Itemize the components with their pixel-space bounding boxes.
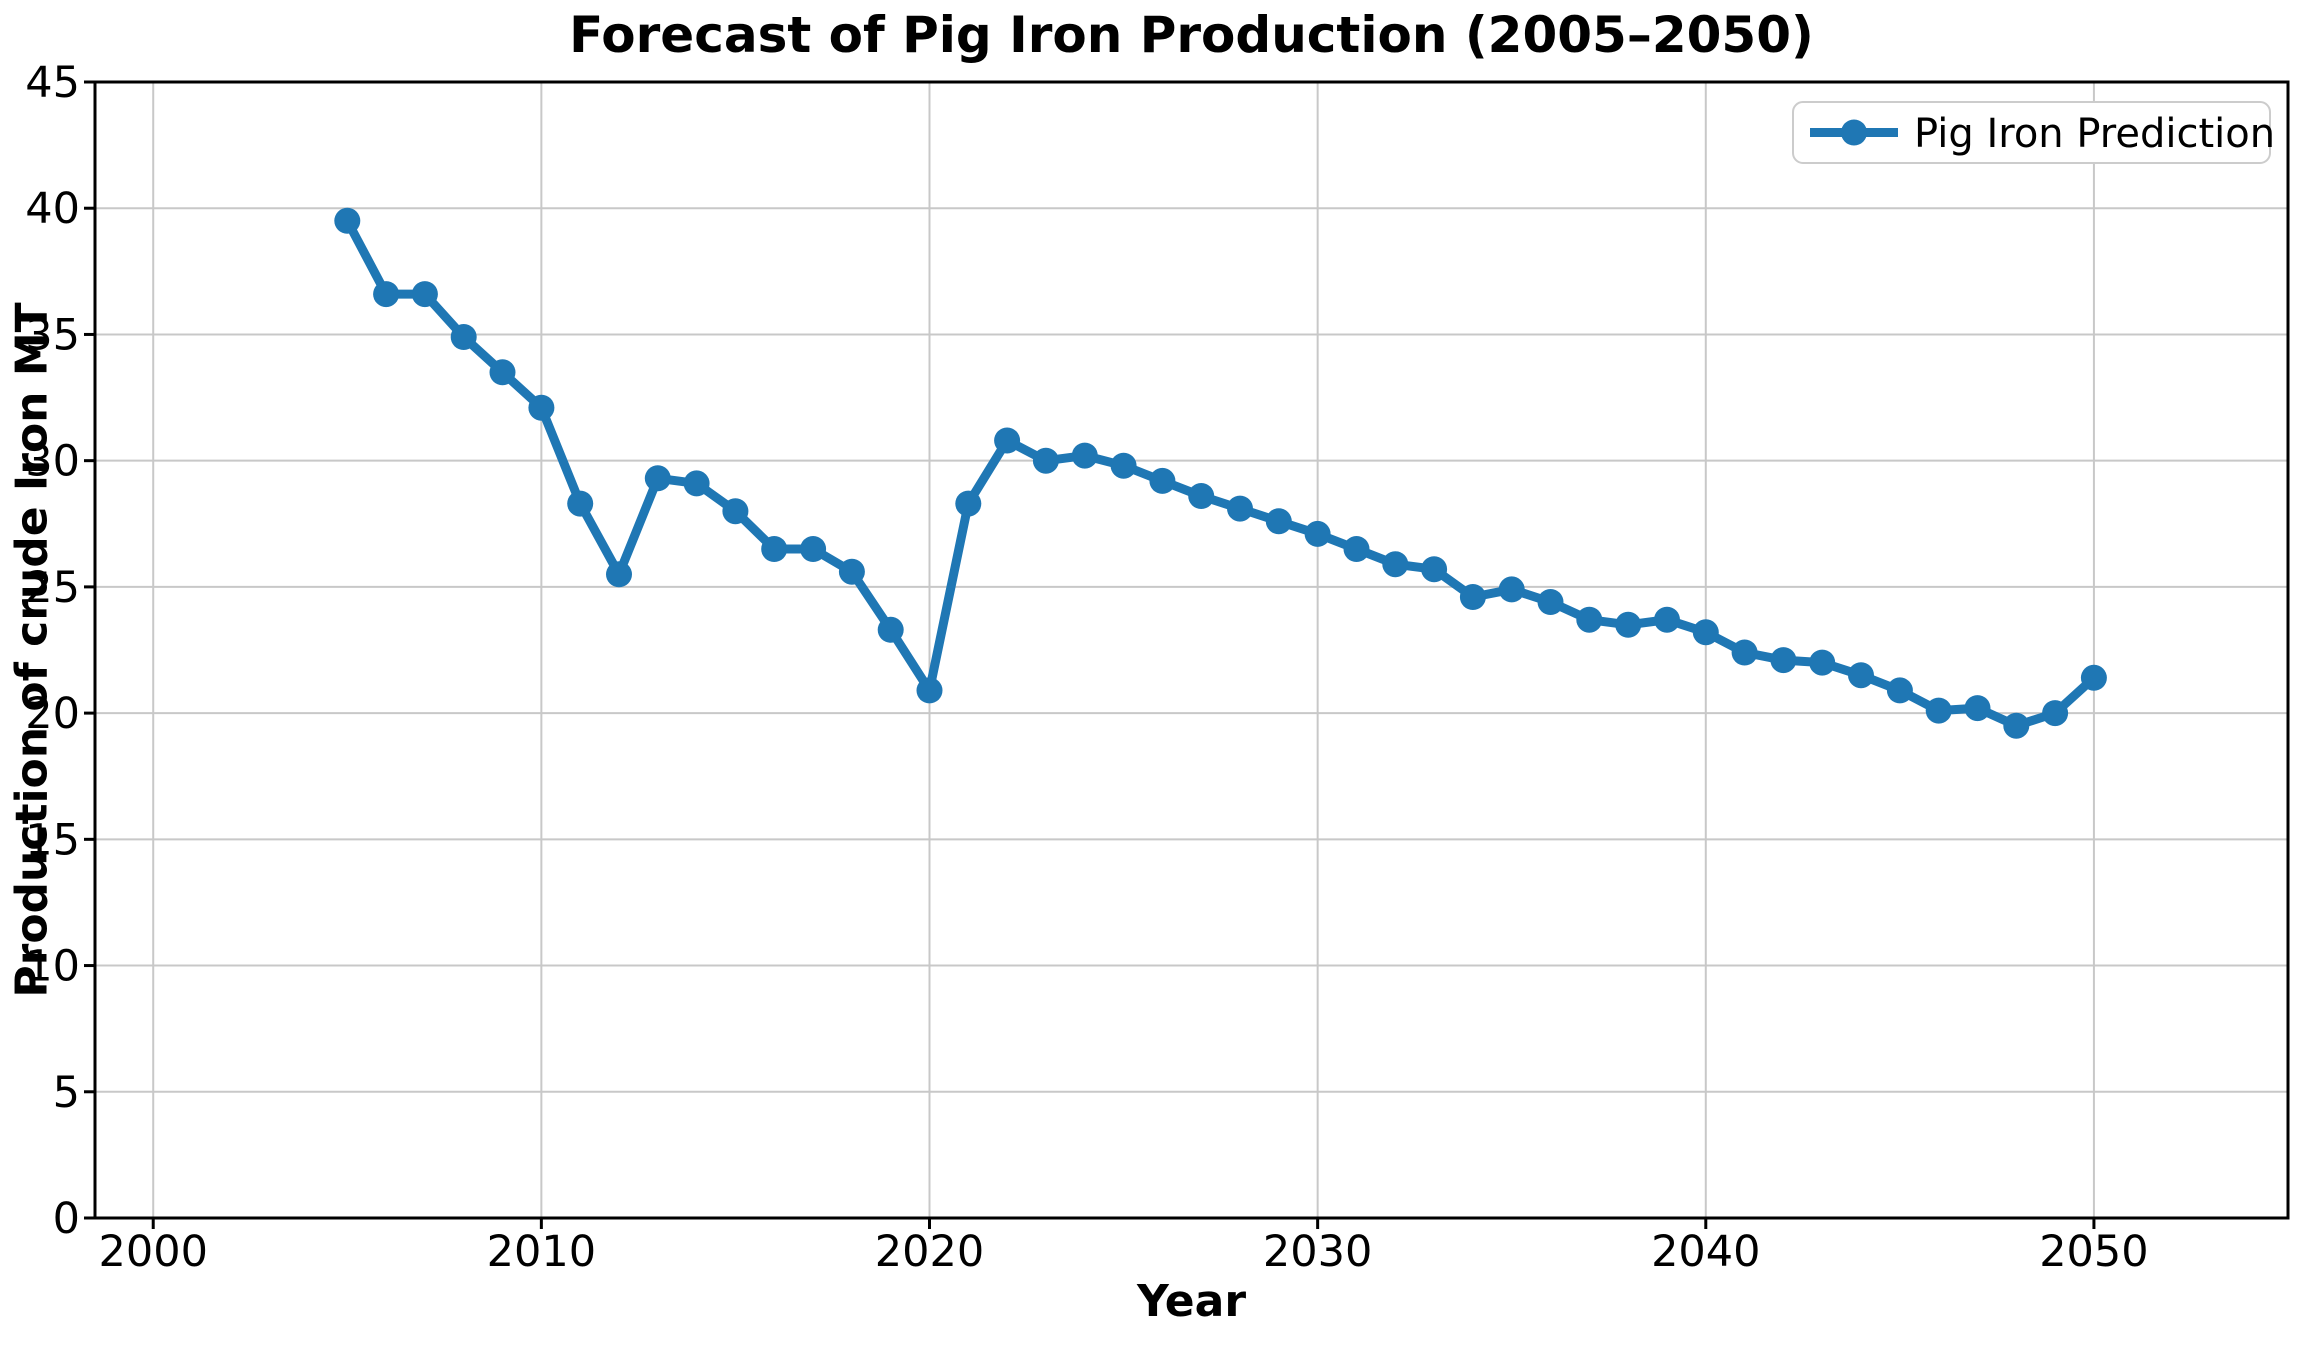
data-point-marker: [838, 558, 865, 585]
data-point-marker: [373, 281, 400, 308]
data-point-marker: [1925, 697, 1952, 724]
x-tick-label: 2000: [99, 1227, 208, 1277]
y-tick-label: 15: [25, 815, 80, 865]
y-tick-label: 10: [25, 942, 80, 992]
data-point-marker: [1848, 662, 1874, 689]
data-point-marker: [1809, 649, 1836, 676]
data-point-marker: [761, 536, 788, 562]
data-point-marker: [916, 677, 943, 704]
x-tick-label: 2040: [1651, 1227, 1760, 1277]
data-point-marker: [994, 427, 1021, 454]
data-point-marker: [334, 207, 361, 234]
x-tick-label: 2010: [487, 1227, 596, 1277]
data-point-marker: [1188, 483, 1215, 509]
data-point-marker: [1304, 520, 1331, 547]
chart-title: Forecast of Pig Iron Production (2005–20…: [569, 6, 1814, 64]
x-tick-label: 2050: [2039, 1227, 2148, 1277]
data-point-marker: [1731, 639, 1758, 666]
data-point-marker: [1227, 495, 1253, 522]
data-point-marker: [489, 359, 516, 386]
data-point-marker: [450, 324, 477, 350]
x-axis-label: Year: [1136, 1276, 1247, 1327]
data-point-marker: [1032, 447, 1059, 474]
x-tick-label: 2030: [1263, 1227, 1372, 1277]
data-point-marker: [1654, 606, 1680, 633]
y-tick-label: 0: [53, 1194, 80, 1244]
y-tick-label: 40: [25, 184, 80, 234]
legend-box: [1792, 101, 2271, 164]
y-tick-label: 45: [25, 58, 80, 108]
series-line: [342, 216, 2099, 731]
y-tick-label: 35: [25, 310, 80, 360]
axes-spines: [93, 80, 2290, 1220]
data-point-marker: [1576, 606, 1603, 633]
y-tick-label: 25: [25, 563, 80, 613]
data-point-marker: [1421, 556, 1448, 583]
data-point-marker: [606, 561, 632, 588]
data-point-marker: [1886, 677, 1913, 704]
data-point-marker: [2080, 664, 2107, 691]
data-point-marker: [1459, 584, 1486, 610]
data-point-marker: [800, 536, 827, 562]
data-point-marker: [1615, 611, 1642, 638]
y-tick-label: 5: [53, 1068, 80, 1118]
data-point-marker: [1692, 619, 1719, 646]
data-point-marker: [1343, 536, 1370, 562]
data-point-marker: [1110, 452, 1137, 479]
legend-marker-sample: [1841, 119, 1867, 146]
data-point-marker: [1071, 442, 1098, 469]
data-point-marker: [1770, 647, 1797, 674]
data-point-marker: [1382, 551, 1409, 578]
data-point-marker: [2003, 712, 2030, 739]
data-point-marker: [1498, 576, 1525, 603]
data-point-marker: [722, 498, 749, 525]
data-point-marker: [2042, 700, 2069, 727]
data-point-marker: [1964, 695, 1991, 722]
data-point-marker: [411, 281, 438, 308]
data-point-marker: [877, 616, 904, 643]
data-point-marker: [1149, 467, 1176, 494]
data-point-marker: [683, 470, 710, 497]
y-tick-label: 30: [25, 437, 80, 487]
legend-label: Pig Iron Prediction: [1914, 111, 2275, 157]
x-tick-label: 2020: [875, 1227, 984, 1277]
data-point-marker: [644, 465, 671, 492]
data-point-marker: [1537, 589, 1564, 615]
y-tick-label: 20: [25, 689, 80, 739]
data-point-marker: [528, 394, 555, 421]
data-point-marker: [567, 490, 594, 517]
data-point-marker: [955, 490, 982, 517]
data-point-marker: [1265, 508, 1292, 535]
